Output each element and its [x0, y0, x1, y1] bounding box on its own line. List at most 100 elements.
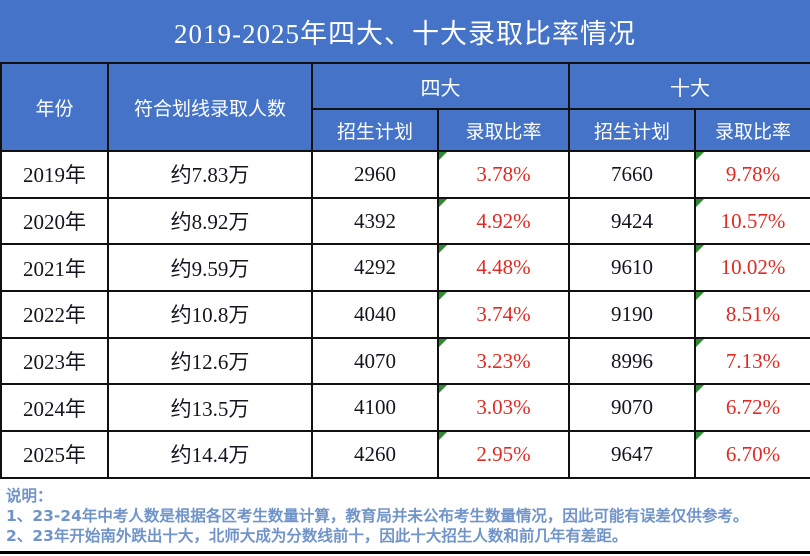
ten-rate-cell: 10.57% [694, 196, 810, 246]
year-cell: 2023年 [0, 336, 109, 386]
cell-value: 9.78% [725, 161, 781, 186]
cell-value: 约9.59万 [170, 256, 250, 281]
notes-heading: 说明： [6, 486, 53, 505]
eligible-count-cell: 约13.5万 [107, 383, 313, 433]
table-row: 2025年 约14.4万 4260 2.95% 9647 6.70% [0, 430, 810, 479]
cell-value: 2019年 [23, 163, 86, 188]
table-row: 2020年 约8.92万 4392 4.92% 9424 10.57% [0, 196, 810, 246]
column-header-year: 年份 [0, 62, 109, 152]
cell-value: 2023年 [23, 350, 86, 375]
cell-value: 6.72% [725, 395, 781, 420]
excel-flag-triangle-icon [440, 339, 447, 347]
column-header-ten-rate: 录取比率 [694, 108, 810, 152]
table-row: 2019年 约7.83万 2960 3.78% 7660 9.78% [0, 150, 810, 199]
bottom-border-line [0, 551, 810, 554]
ten-rate-cell: 8.51% [694, 290, 810, 339]
cell-value: 4260 [354, 441, 396, 466]
ten-plan-cell: 9610 [568, 243, 696, 293]
cell-value: 2025年 [23, 443, 86, 468]
ten-plan-cell: 9647 [568, 430, 696, 479]
four-plan-cell: 4392 [311, 196, 439, 246]
four-rate-cell: 4.48% [437, 243, 570, 293]
ten-rate-cell: 6.70% [694, 430, 810, 479]
excel-flag-triangle-icon [440, 199, 447, 207]
four-plan-cell: 2960 [311, 150, 439, 199]
ten-plan-cell: 9190 [568, 290, 696, 339]
excel-flag-triangle-icon [440, 246, 447, 254]
header-sub-row: 招生计划 录取比率 招生计划 录取比率 [1, 108, 810, 152]
table-header: 年份 符合划线录取人数 四大 十大 招生计划 录取比率 招生计划 录取比率 [0, 62, 810, 152]
cell-value: 6.70% [725, 441, 781, 466]
ten-plan-cell: 9424 [568, 196, 696, 246]
cell-value: 8996 [611, 348, 653, 373]
cell-value: 3.78% [476, 161, 531, 186]
eligible-count-cell: 约14.4万 [107, 430, 313, 479]
year-cell: 2020年 [0, 196, 109, 246]
cell-value: 4292 [354, 255, 396, 280]
year-cell: 2021年 [0, 243, 109, 293]
cell-value: 约10.8万 [170, 303, 250, 328]
cell-value: 约8.92万 [170, 210, 250, 235]
notes-section: 说明： 1、23-24年中考人数是根据各区考生数量计算，教育局并未公布考生数量情… [0, 479, 810, 546]
eligible-count-cell: 约7.83万 [107, 150, 313, 199]
ten-plan-cell: 7660 [568, 150, 696, 199]
year-cell: 2022年 [0, 290, 109, 339]
eligible-count-cell: 约8.92万 [107, 196, 313, 246]
column-header-eligible-count: 符合划线录取人数 [107, 62, 313, 152]
four-plan-cell: 4292 [311, 243, 439, 293]
cell-value: 4100 [354, 395, 396, 420]
excel-flag-triangle-icon [697, 199, 704, 207]
excel-flag-triangle-icon [697, 246, 704, 254]
four-plan-cell: 4070 [311, 336, 439, 386]
column-header-ten-plan: 招生计划 [568, 108, 696, 152]
four-rate-cell: 3.78% [437, 150, 570, 199]
excel-flag-triangle-icon [697, 433, 704, 441]
title-bar: 2019-2025年四大、十大录取比率情况 [0, 0, 810, 62]
eligible-count-cell: 约10.8万 [107, 290, 313, 339]
year-cell: 2025年 [0, 430, 109, 479]
note-item-2: 2、23年开始南外跌出十大，北师大成为分数线前十，因此十大招生人数和前几年有差距… [6, 526, 628, 545]
cell-value: 2024年 [23, 396, 86, 421]
cell-value: 7.13% [725, 348, 781, 373]
cell-value: 4392 [354, 208, 396, 233]
excel-flag-triangle-icon [697, 293, 704, 301]
cell-value: 3.03% [476, 395, 531, 420]
four-plan-cell: 4260 [311, 430, 439, 479]
ten-rate-cell: 10.02% [694, 243, 810, 293]
column-header-four-plan: 招生计划 [311, 108, 439, 152]
cell-value: 2020年 [23, 210, 86, 235]
column-header-four-rate: 录取比率 [437, 108, 570, 152]
cell-value: 约12.6万 [170, 350, 250, 375]
table-body: 2019年 约7.83万 2960 3.78% 7660 9.78% 2020年 约8.92万… [0, 150, 810, 479]
cell-value: 3.23% [476, 348, 531, 373]
four-rate-cell: 4.92% [437, 196, 570, 246]
cell-value: 2021年 [23, 256, 86, 281]
cell-value: 2022年 [23, 303, 86, 328]
cell-value: 9070 [611, 395, 653, 420]
excel-flag-triangle-icon [440, 386, 447, 394]
column-group-big-four: 四大 [311, 62, 570, 110]
cell-value: 9647 [611, 441, 653, 466]
ten-rate-cell: 6.72% [694, 383, 810, 433]
excel-flag-triangle-icon [697, 386, 704, 394]
table-row: 2023年 约12.6万 4070 3.23% 8996 7.13% [0, 336, 810, 386]
cell-value: 8.51% [725, 301, 781, 326]
table-row: 2021年 约9.59万 4292 4.48% 9610 10.02% [0, 243, 810, 293]
cell-value: 2960 [354, 161, 396, 186]
cell-value: 9424 [611, 208, 653, 233]
cell-value: 约7.83万 [170, 163, 250, 188]
column-group-big-ten: 十大 [568, 62, 810, 110]
cell-value: 10.57% [720, 208, 786, 233]
page-title: 2019-2025年四大、十大录取比率情况 [174, 18, 636, 49]
four-rate-cell: 2.95% [437, 430, 570, 479]
table-row: 2022年 约10.8万 4040 3.74% 9190 8.51% [0, 290, 810, 339]
eligible-count-cell: 约12.6万 [107, 336, 313, 386]
ten-rate-cell: 7.13% [694, 336, 810, 386]
ten-plan-cell: 8996 [568, 336, 696, 386]
ten-rate-cell: 9.78% [694, 150, 810, 199]
excel-flag-triangle-icon [440, 293, 447, 301]
admission-rate-table: 年份 符合划线录取人数 四大 十大 招生计划 录取比率 招生计划 录取比率 20… [0, 62, 810, 479]
four-plan-cell: 4040 [311, 290, 439, 339]
ten-plan-cell: 9070 [568, 383, 696, 433]
cell-value: 7660 [611, 161, 653, 186]
